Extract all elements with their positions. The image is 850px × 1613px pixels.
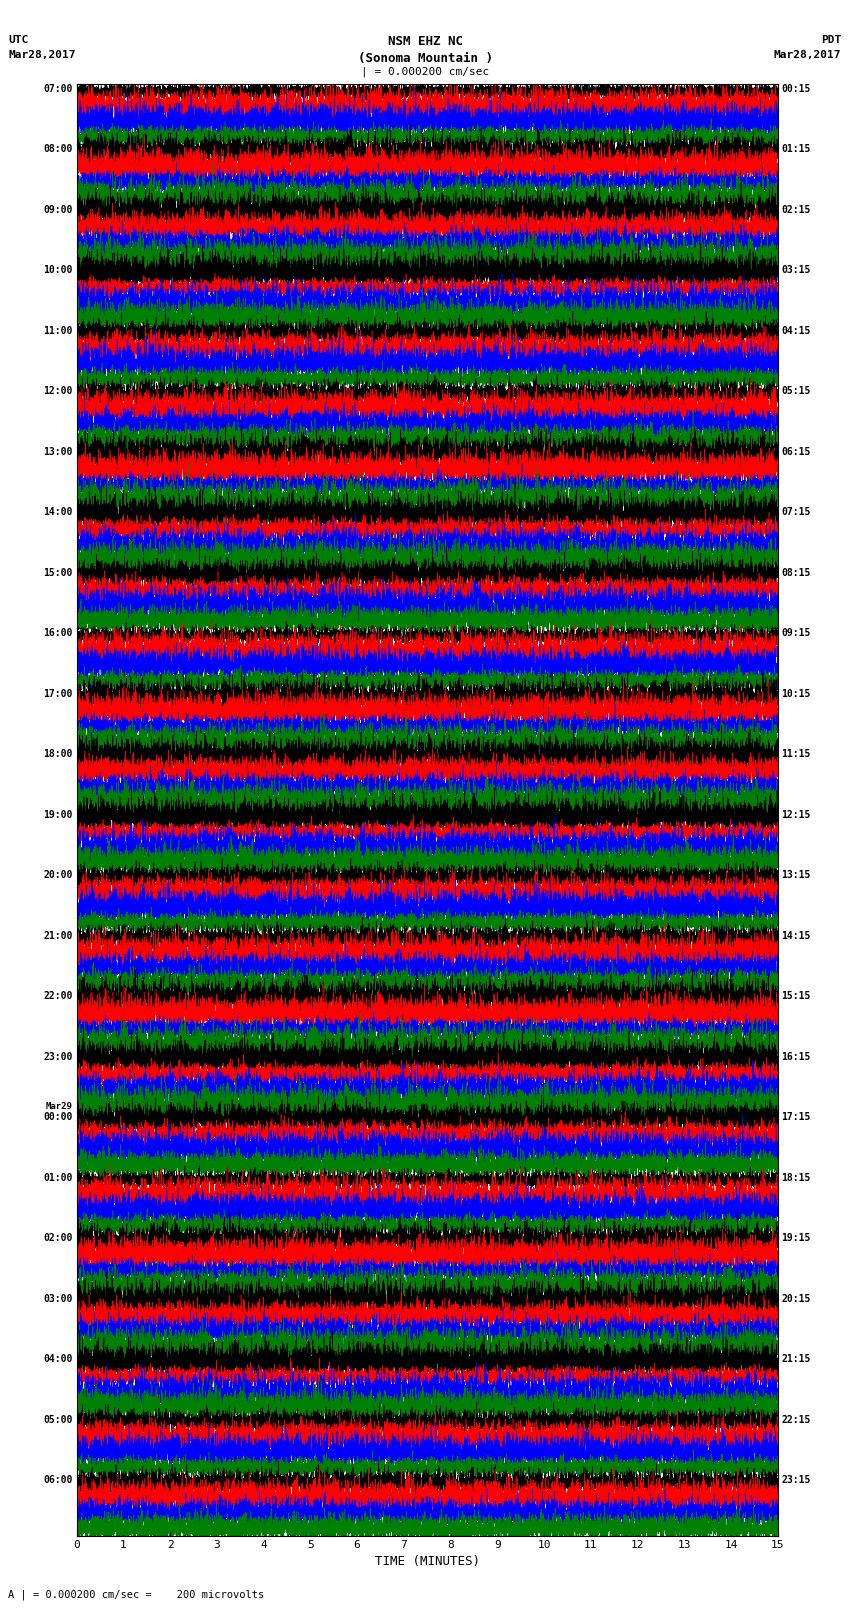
Text: Mar28,2017: Mar28,2017 xyxy=(8,50,76,60)
Text: 20:15: 20:15 xyxy=(781,1294,811,1303)
Text: 12:00: 12:00 xyxy=(43,387,73,397)
Text: 10:15: 10:15 xyxy=(781,689,811,698)
Text: 21:15: 21:15 xyxy=(781,1355,811,1365)
Text: A | = 0.000200 cm/sec =    200 microvolts: A | = 0.000200 cm/sec = 200 microvolts xyxy=(8,1589,264,1600)
Text: 17:00: 17:00 xyxy=(43,689,73,698)
Text: 11:00: 11:00 xyxy=(43,326,73,336)
Text: 23:15: 23:15 xyxy=(781,1474,811,1486)
Text: 08:00: 08:00 xyxy=(43,145,73,155)
Text: 18:15: 18:15 xyxy=(781,1173,811,1182)
Text: 01:00: 01:00 xyxy=(43,1173,73,1182)
Text: 02:15: 02:15 xyxy=(781,205,811,215)
Text: 06:15: 06:15 xyxy=(781,447,811,456)
X-axis label: TIME (MINUTES): TIME (MINUTES) xyxy=(375,1555,479,1568)
Text: 05:15: 05:15 xyxy=(781,387,811,397)
Text: 13:15: 13:15 xyxy=(781,871,811,881)
Text: 07:00: 07:00 xyxy=(43,84,73,94)
Text: 19:00: 19:00 xyxy=(43,810,73,819)
Text: 16:00: 16:00 xyxy=(43,629,73,639)
Text: 03:15: 03:15 xyxy=(781,266,811,276)
Text: 17:15: 17:15 xyxy=(781,1113,811,1123)
Text: 16:15: 16:15 xyxy=(781,1052,811,1061)
Text: 22:00: 22:00 xyxy=(43,990,73,1002)
Text: 14:00: 14:00 xyxy=(43,506,73,518)
Text: 05:00: 05:00 xyxy=(43,1415,73,1424)
Text: 23:00: 23:00 xyxy=(43,1052,73,1061)
Text: 07:15: 07:15 xyxy=(781,506,811,518)
Text: 11:15: 11:15 xyxy=(781,748,811,760)
Text: 08:15: 08:15 xyxy=(781,568,811,577)
Text: 15:15: 15:15 xyxy=(781,990,811,1002)
Text: | = 0.000200 cm/sec: | = 0.000200 cm/sec xyxy=(361,66,489,77)
Text: 19:15: 19:15 xyxy=(781,1232,811,1244)
Text: 03:00: 03:00 xyxy=(43,1294,73,1303)
Text: NSM EHZ NC: NSM EHZ NC xyxy=(388,35,462,48)
Text: 15:00: 15:00 xyxy=(43,568,73,577)
Text: 21:00: 21:00 xyxy=(43,931,73,940)
Text: Mar28,2017: Mar28,2017 xyxy=(774,50,842,60)
Text: 04:00: 04:00 xyxy=(43,1355,73,1365)
Text: PDT: PDT xyxy=(821,35,842,45)
Text: 02:00: 02:00 xyxy=(43,1232,73,1244)
Text: 18:00: 18:00 xyxy=(43,748,73,760)
Text: 04:15: 04:15 xyxy=(781,326,811,336)
Text: 22:15: 22:15 xyxy=(781,1415,811,1424)
Text: 09:15: 09:15 xyxy=(781,629,811,639)
Text: 09:00: 09:00 xyxy=(43,205,73,215)
Text: (Sonoma Mountain ): (Sonoma Mountain ) xyxy=(358,52,492,65)
Text: 20:00: 20:00 xyxy=(43,871,73,881)
Text: 10:00: 10:00 xyxy=(43,266,73,276)
Text: 06:00: 06:00 xyxy=(43,1474,73,1486)
Text: 13:00: 13:00 xyxy=(43,447,73,456)
Text: 00:00: 00:00 xyxy=(43,1113,73,1123)
Text: 00:15: 00:15 xyxy=(781,84,811,94)
Text: UTC: UTC xyxy=(8,35,29,45)
Text: 14:15: 14:15 xyxy=(781,931,811,940)
Text: 12:15: 12:15 xyxy=(781,810,811,819)
Text: 01:15: 01:15 xyxy=(781,145,811,155)
Text: Mar29: Mar29 xyxy=(46,1102,73,1111)
